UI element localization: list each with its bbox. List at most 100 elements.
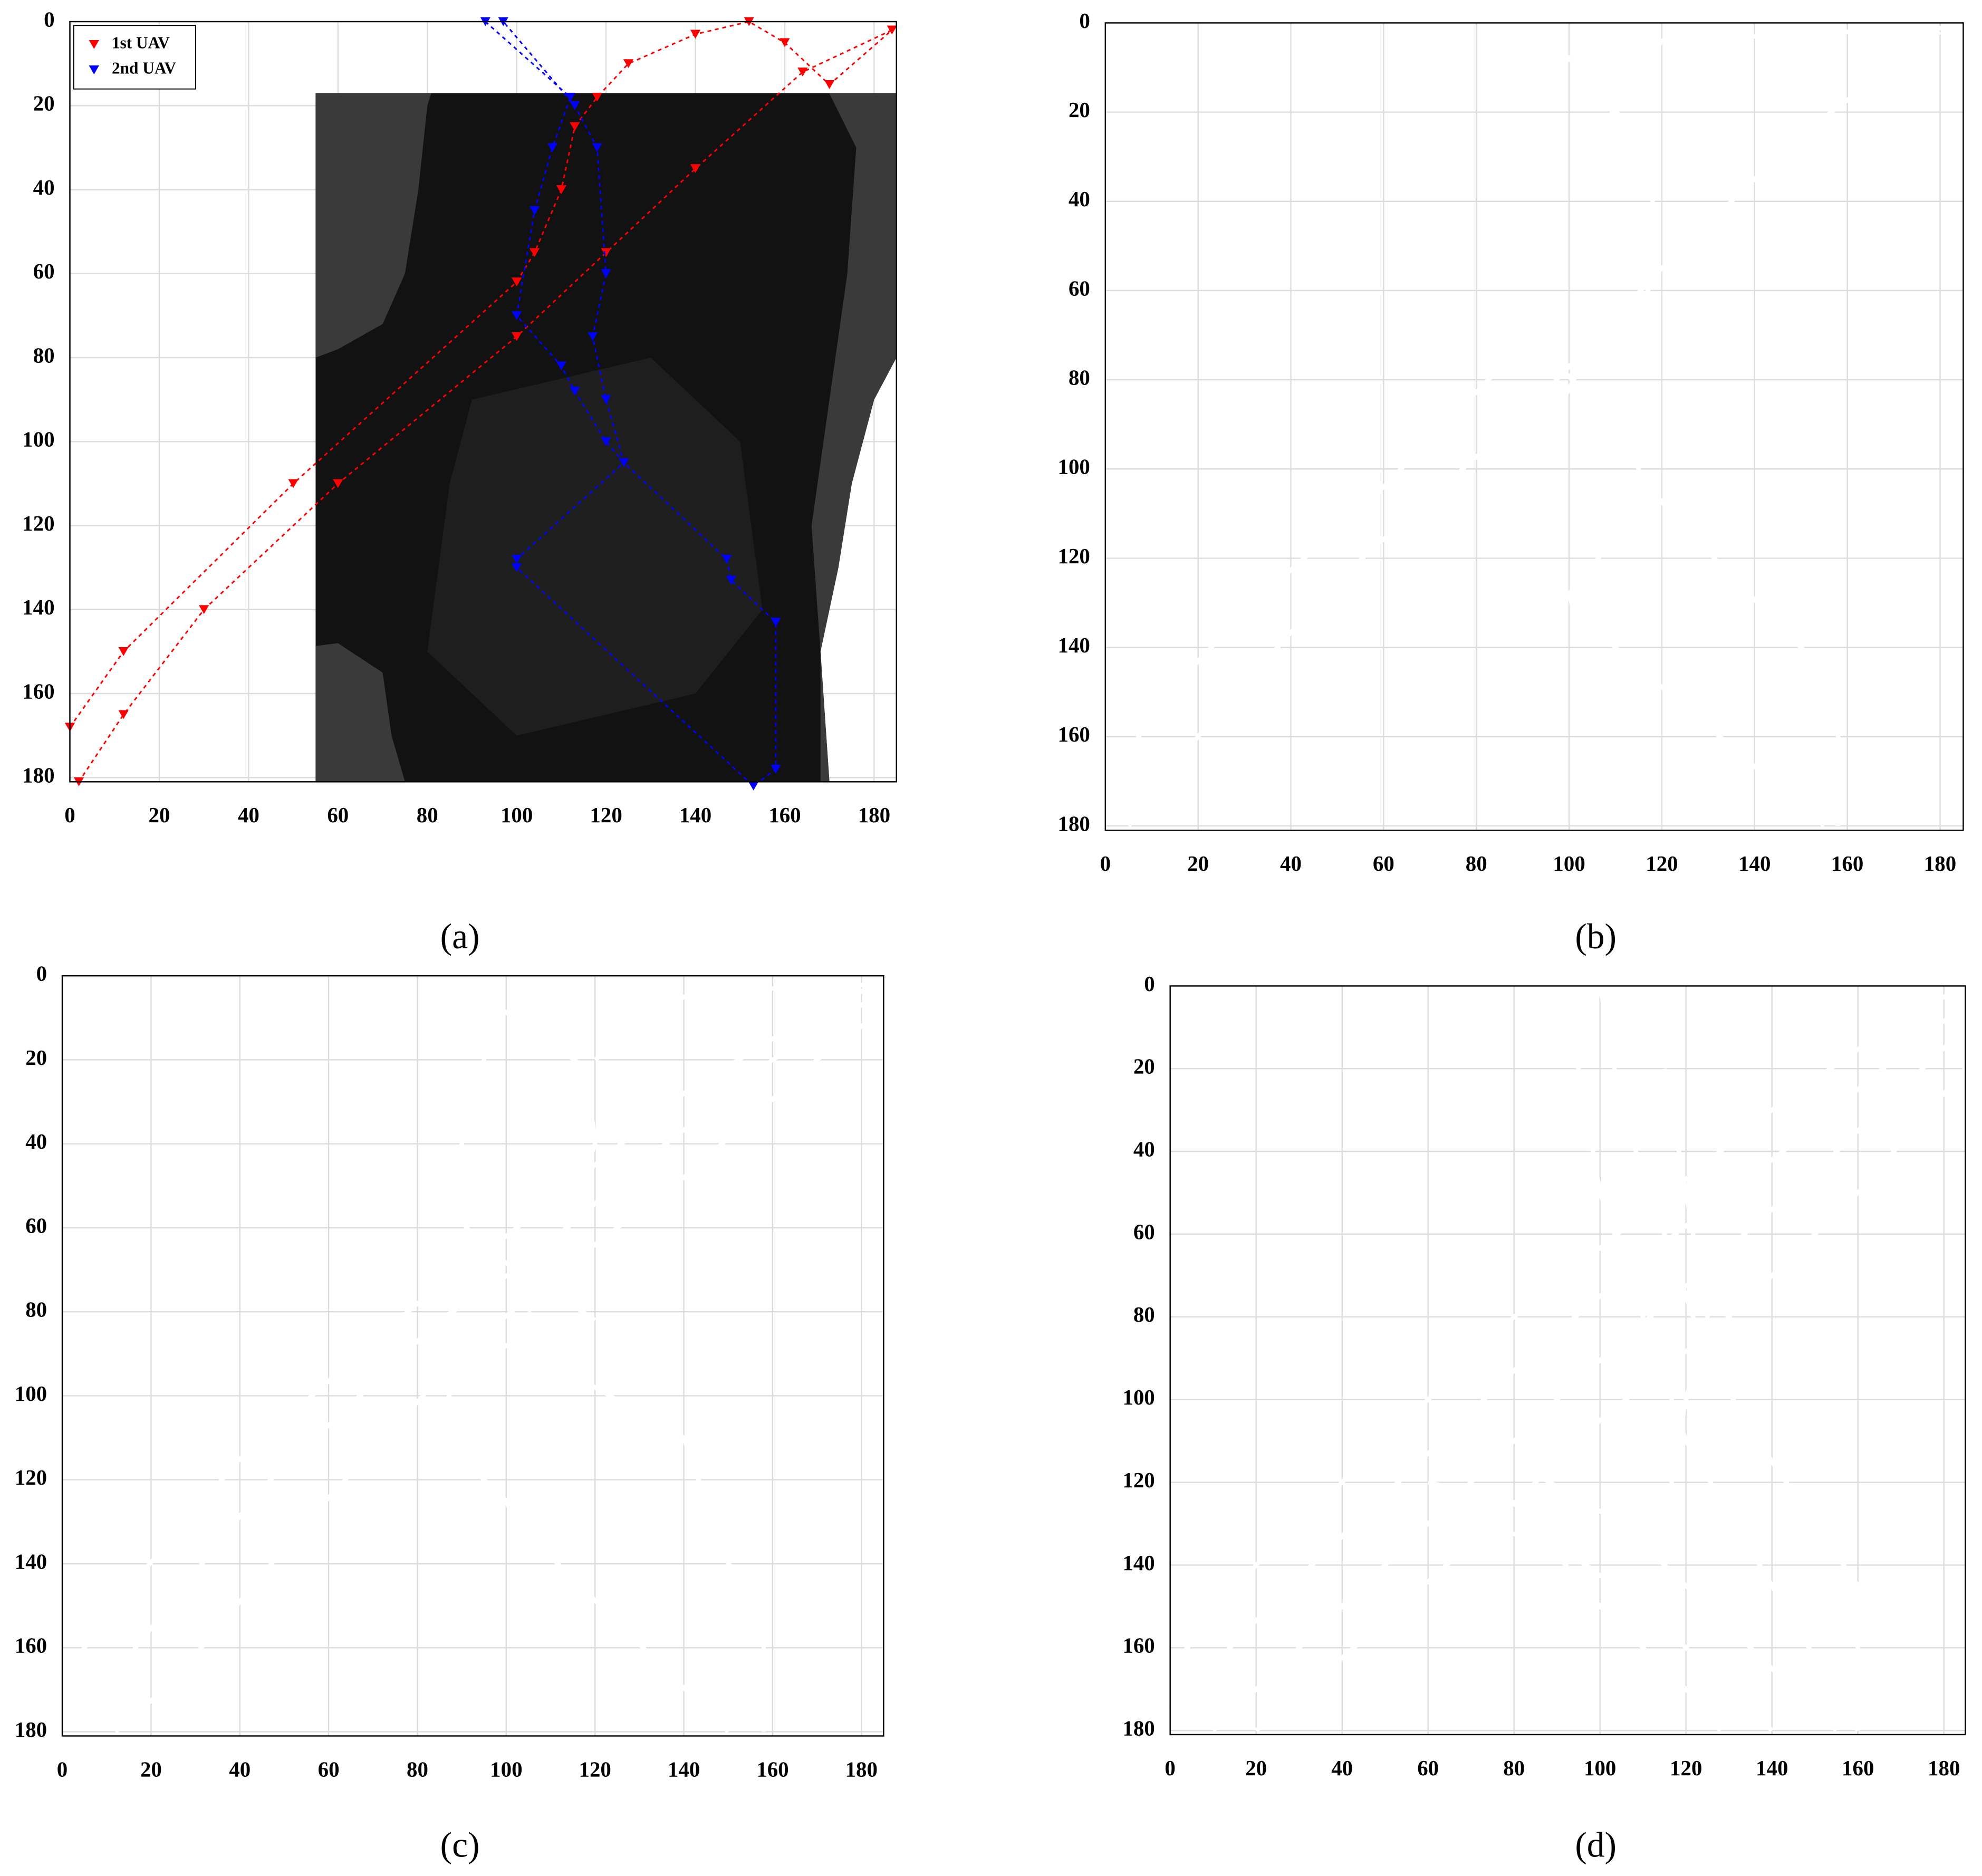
plot-frame [69,21,897,783]
path-marker [690,30,701,39]
y-tick-label: 80 [33,343,55,367]
y-tick-label: 40 [1069,187,1090,211]
y-tick-label: 20 [25,1046,47,1070]
path-line [1604,25,1964,122]
x-tick-label: 60 [1417,1756,1439,1780]
plot-area [62,976,884,1736]
y-tick-label: 80 [25,1298,47,1322]
x-tick-label: 40 [238,803,259,827]
x-tick-label: 140 [679,803,711,827]
panel-label: (d) [1575,1825,1617,1865]
path-marker [601,248,611,257]
path-line [1254,1067,1966,1733]
y-tick-label: 120 [1057,544,1090,568]
y-tick-label: 160 [15,1634,47,1658]
legend-box [73,25,196,90]
legend-marker [89,65,99,74]
y-tick-label: 100 [1057,455,1090,479]
path-line [1127,30,1942,828]
path-line [1427,1480,1723,1732]
path-marker [118,710,129,719]
y-tick-label: 180 [22,764,54,787]
y-tick-label: 60 [1069,276,1090,300]
legend-label: 2nd UAV [112,59,176,78]
path-marker [601,395,611,405]
y-tick-label: 120 [1122,1468,1154,1492]
path-marker [512,554,522,564]
path-line [1170,986,1966,1670]
x-tick-label: 0 [1165,1756,1175,1780]
path-marker [199,605,209,614]
x-tick-label: 180 [845,1757,878,1781]
y-tick-label: 0 [1079,9,1090,33]
x-tick-label: 40 [1280,852,1302,876]
path-marker [690,164,701,174]
x-tick-label: 80 [407,1757,428,1781]
x-tick-label: 160 [756,1757,788,1781]
path-marker [771,765,781,774]
x-tick-label: 180 [1924,852,1956,876]
path-marker [547,143,558,152]
y-tick-label: 40 [33,176,55,199]
path-marker [118,647,129,656]
path-marker [529,206,540,215]
plot-area [1105,23,1964,831]
y-tick-label: 40 [25,1130,47,1153]
y-tick-label: 60 [33,259,55,283]
panel: 0 20 40 60 80 100 120 140 160 180 0 20 40 60 80 100 120 1… [1057,9,1964,956]
path-marker [512,277,522,287]
path-marker [721,554,732,564]
x-tick-label: 60 [327,803,349,827]
path-line [437,1343,766,1732]
path-marker [512,332,522,341]
x-tick-label: 60 [1373,852,1394,876]
path-marker [601,269,611,278]
x-tick-label: 0 [1100,852,1111,876]
y-tick-label: 180 [1057,812,1090,835]
y-tick-label: 140 [1057,633,1090,657]
path-line [593,982,884,1062]
path-line [483,995,598,1313]
path-line [114,1007,884,1734]
y-tick-label: 120 [22,512,54,535]
y-tick-label: 100 [22,428,54,451]
panel-label: (a) [440,917,480,956]
plot-frame [1104,22,1964,831]
x-tick-label: 180 [1928,1756,1960,1780]
path-marker [601,437,611,446]
y-tick-label: 0 [1144,972,1154,996]
y-tick-label: 60 [25,1214,47,1237]
y-tick-label: 100 [15,1382,47,1406]
path-line [1105,306,1562,792]
path-marker [588,332,598,341]
y-tick-label: 40 [1133,1138,1155,1161]
path-marker [592,143,602,152]
path-line [437,976,596,1322]
path-line [1555,986,1860,1732]
x-tick-label: 140 [1756,1756,1788,1780]
x-tick-label: 80 [1503,1756,1525,1780]
path-line [1598,986,1860,1731]
path-marker [771,618,781,627]
x-tick-label: 80 [1466,852,1487,876]
x-tick-label: 140 [668,1757,700,1781]
y-tick-label: 0 [36,962,47,986]
x-tick-label: 160 [1831,852,1863,876]
path-marker [512,563,522,572]
panel-label: (c) [440,1825,480,1865]
x-tick-label: 100 [501,803,533,827]
path-marker [333,479,343,488]
panel-label: (b) [1575,917,1617,956]
panel: 0 20 40 60 80 100 120 140 160 180 0 20 40 60 80 100 120 1… [15,962,884,1865]
x-tick-label: 140 [1738,852,1771,876]
x-tick-label: 120 [1670,1756,1702,1780]
path-marker [529,248,540,257]
y-tick-label: 160 [22,679,54,703]
path-marker [570,101,580,110]
path-marker [570,122,580,131]
y-tick-label: 120 [15,1466,47,1489]
y-tick-label: 100 [1122,1386,1154,1409]
path-line [438,1436,730,1734]
x-tick-label: 80 [417,803,438,827]
